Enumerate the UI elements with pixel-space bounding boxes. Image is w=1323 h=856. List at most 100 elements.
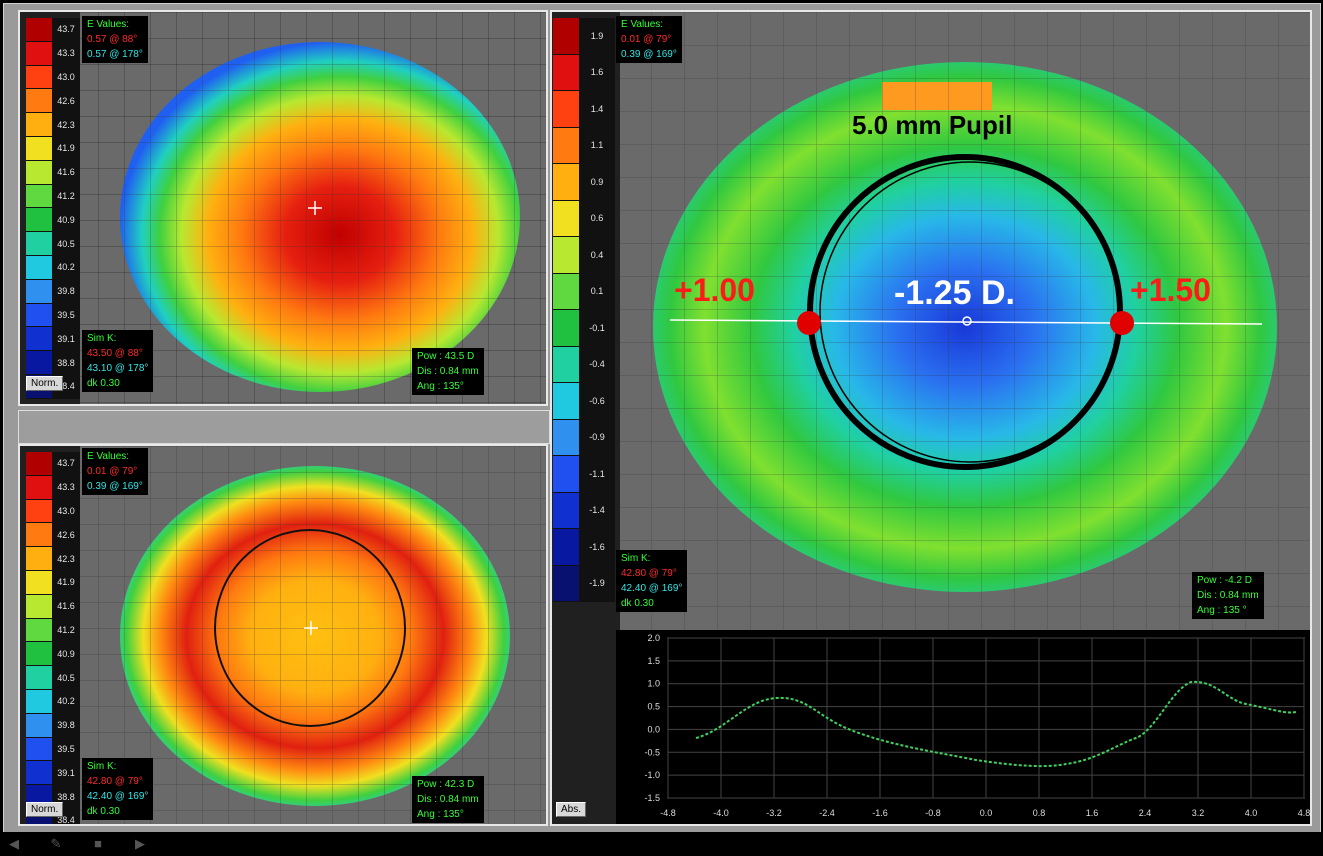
legend-value: 41.6 (52, 594, 80, 618)
legend-swatch (553, 18, 579, 54)
y-tick-label: 0.0 (647, 724, 660, 734)
legend-swatch (26, 136, 52, 160)
legend-swatch (26, 547, 52, 570)
legend-value: 40.5 (52, 232, 80, 255)
legend-value: -0.4 (579, 346, 615, 382)
y-tick-label: -1.5 (644, 793, 660, 803)
legend-swatch (553, 273, 579, 309)
legend-swatch (26, 570, 52, 594)
legend-value: 40.9 (52, 208, 80, 232)
legend-value: 40.5 (52, 666, 80, 689)
legend-row: 43.7 (26, 452, 80, 476)
legend-row: 40.9 (26, 208, 80, 233)
legend-row: 0.9 (553, 164, 615, 201)
legend-swatch (26, 452, 52, 475)
legend-row: 39.1 (26, 761, 80, 786)
legend-swatch (26, 689, 52, 713)
y-tick-label: -1.0 (644, 770, 660, 780)
sim-k-2: 42.40 @ 169° (87, 791, 149, 802)
x-tick-label: 3.2 (1192, 808, 1205, 818)
legend-swatch (26, 303, 52, 327)
x-tick-label: 4.8 (1298, 808, 1311, 818)
axial-map-bottom (80, 446, 546, 824)
e-value-1: 0.01 @ 79° (621, 34, 672, 45)
pupil-label: 5.0 mm Pupil (852, 110, 1013, 140)
arrow-right-icon[interactable]: ▶ (135, 836, 145, 851)
legend-row: 43.3 (26, 475, 80, 500)
legend-swatch (26, 232, 52, 255)
legend-value: 42.3 (52, 113, 80, 136)
legend-value: 38.8 (52, 351, 80, 374)
save-icon[interactable]: ■ (94, 836, 102, 851)
center-power-label: -1.25 D. (894, 274, 1015, 312)
legend-value: 42.6 (52, 89, 80, 113)
legend-value: 39.8 (52, 279, 80, 303)
y-tick-label: 2.0 (647, 633, 660, 643)
sim-k-label: Sim K: (621, 553, 651, 564)
x-tick-label: -3.2 (766, 808, 782, 818)
legend-value: 40.2 (52, 255, 80, 279)
legend-value: 40.2 (52, 689, 80, 713)
y-tick-label: 1.0 (647, 679, 660, 689)
legend-row: 1.4 (553, 91, 615, 128)
norm-button[interactable]: Norm. (26, 376, 64, 391)
pow-value: Pow : -4.2 D (1197, 575, 1253, 586)
legend-row: 43.0 (26, 65, 80, 90)
difference-map-panel: 5.0 mm Pupil -1.25 D. +1.00 +1.50 E Valu… (550, 10, 1312, 826)
difference-map (620, 12, 1310, 632)
legend-value: 43.3 (52, 475, 80, 499)
e-value-2: 0.39 @ 169° (87, 481, 143, 492)
legend-row: 40.2 (26, 255, 80, 280)
legend-swatch (553, 456, 579, 492)
legend-row: 41.9 (26, 136, 80, 161)
sim-k-dk: dk 0.30 (87, 806, 120, 817)
arrow-left-icon[interactable]: ◀ (9, 836, 19, 851)
legend-value: 0.1 (579, 273, 615, 309)
legend-value: -1.1 (579, 456, 615, 492)
legend-swatch (26, 279, 52, 303)
legend-value: -0.6 (579, 383, 615, 419)
sim-k-2: 42.40 @ 169° (621, 583, 683, 594)
y-axis-ticks: 2.0 1.5 1.0 0.5 0.0 -0.5 -1.0 -1.5 (644, 633, 660, 803)
legend-value: -1.4 (579, 492, 615, 528)
legend-swatch (26, 666, 52, 689)
pencil-icon[interactable]: ✎ (50, 836, 62, 851)
legend-value: 0.9 (579, 164, 615, 200)
y-tick-label: 1.5 (647, 656, 660, 666)
sim-k-1: 42.80 @ 79° (621, 568, 677, 579)
legend-swatch (26, 761, 52, 785)
legend-swatch (26, 184, 52, 208)
e-values-label: E Values: (87, 451, 130, 462)
norm-button[interactable]: Norm. (26, 802, 64, 817)
legend-value: 1.4 (579, 91, 615, 127)
legend-row: 43.7 (26, 18, 80, 42)
legend-value: 43.7 (52, 18, 80, 41)
sim-k-1: 43.50 @ 88° (87, 348, 143, 359)
legend-value: 42.3 (52, 547, 80, 570)
legend-swatch (553, 310, 579, 346)
legend-value: -0.9 (579, 419, 615, 455)
legend-swatch (26, 594, 52, 618)
legend-row: 39.1 (26, 327, 80, 352)
sim-k-1: 42.80 @ 79° (87, 776, 143, 787)
pow-dis-ang-box: Pow : 42.3 D Dis : 0.84 mm Ang : 135° (412, 776, 484, 823)
e-value-2: 0.39 @ 169° (621, 49, 677, 60)
x-tick-label: -0.8 (925, 808, 941, 818)
legend-value: 43.3 (52, 41, 80, 65)
profile-chart: 2.0 1.5 1.0 0.5 0.0 -0.5 -1.0 -1.5 -4.8 -4.0 -3.2… (616, 630, 1311, 824)
legend-swatch (26, 351, 52, 374)
legend-swatch (26, 713, 52, 737)
e-values-box: E Values: 0.01 @ 79° 0.39 @ 169° (82, 448, 148, 495)
abs-button[interactable]: Abs. (556, 802, 587, 817)
dis-value: Dis : 0.84 mm (417, 794, 479, 805)
legend-value: 41.2 (52, 184, 80, 208)
legend-row: 40.5 (26, 232, 80, 256)
legend-swatch (26, 499, 52, 523)
legend-swatch (553, 164, 579, 200)
legend-swatch (553, 346, 579, 382)
sim-k-label: Sim K: (87, 761, 117, 772)
legend-value: 39.8 (52, 713, 80, 737)
e-values-label: E Values: (621, 19, 664, 30)
legend-value: 1.9 (579, 18, 615, 54)
legend-swatch (26, 255, 52, 279)
